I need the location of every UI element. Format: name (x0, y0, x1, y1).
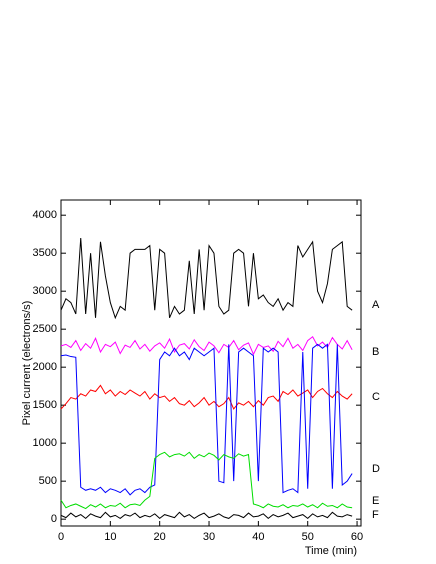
y-tick-label: 0 (51, 513, 57, 525)
plot-frame (60, 199, 362, 527)
x-axis-label: Time (min) (305, 545, 357, 557)
x-tick-label: 40 (252, 531, 264, 543)
series-line (60, 384, 353, 410)
series-line (60, 336, 353, 356)
y-axis-label: Pixel current (electrons/s) (21, 301, 33, 426)
x-tick-label: 50 (302, 531, 314, 543)
x-tick-label: 10 (104, 531, 116, 543)
series-label: B (372, 346, 379, 358)
series-label: A (372, 299, 380, 311)
x-tick-label: 60 (351, 531, 363, 543)
y-tick-label: 3000 (33, 285, 57, 297)
y-tick-label: 1500 (33, 399, 57, 411)
series-line (60, 237, 353, 320)
series-line (60, 451, 353, 510)
series-line (60, 511, 353, 520)
series-line (60, 343, 353, 496)
x-tick-label: 20 (154, 531, 166, 543)
y-tick-label: 1000 (33, 437, 57, 449)
x-tick-label: 30 (203, 531, 215, 543)
x-tick-label: 0 (58, 531, 64, 543)
series-label: E (372, 495, 379, 507)
series-label: F (372, 509, 379, 521)
y-tick-label: 2500 (33, 323, 57, 335)
y-tick-label: 3500 (33, 247, 57, 259)
series-label: C (372, 391, 380, 403)
y-tick-label: 4000 (33, 209, 57, 221)
y-tick-label: 2000 (33, 361, 57, 373)
y-tick-label: 500 (39, 475, 57, 487)
series-label: D (372, 463, 380, 475)
